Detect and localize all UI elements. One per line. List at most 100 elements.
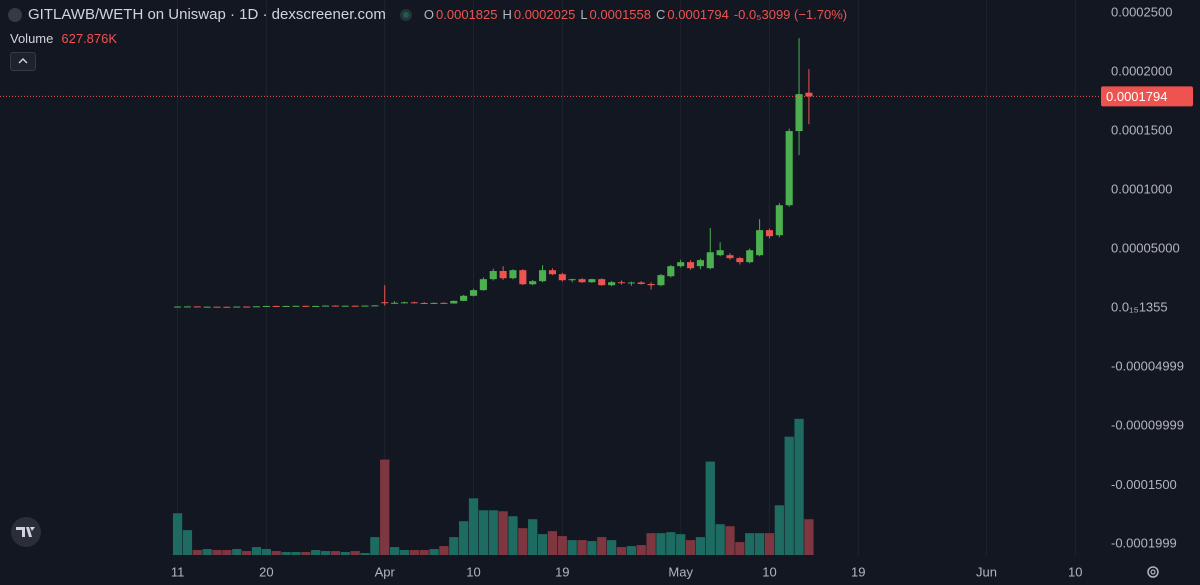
volume-bar: [271, 551, 281, 555]
volume-bar: [370, 537, 380, 555]
candle-body: [667, 266, 675, 277]
volume-bar: [251, 547, 262, 555]
volume-bar: [449, 537, 459, 555]
x-tick-label: Jun: [976, 564, 997, 579]
candle-body: [805, 92, 813, 97]
open-label: O: [423, 7, 435, 22]
volume-bar: [409, 550, 419, 555]
candle-body: [647, 283, 655, 286]
candle-body: [223, 306, 231, 308]
symbol-icon: [8, 7, 22, 22]
volume-bar: [291, 552, 301, 555]
status-dot: [399, 8, 412, 21]
candle-body: [608, 282, 616, 286]
volume-bar: [528, 519, 538, 555]
volume-bar: [784, 436, 794, 555]
y-tick-label: -0.0001500: [1111, 477, 1177, 492]
low-value: 0.0001558: [589, 7, 651, 22]
symbol-title: GITLAWB/WETH on Uniswap · 1D · dexscreen…: [28, 6, 386, 23]
candle-body: [450, 300, 458, 304]
candle-body: [371, 305, 379, 307]
candle-body: [213, 306, 221, 308]
settings-icon[interactable]: [1147, 566, 1159, 578]
volume-bar: [754, 533, 765, 555]
candle-body: [460, 295, 468, 301]
volume-bar: [518, 528, 528, 555]
candle-body: [193, 306, 201, 308]
last-price-tag: [1101, 86, 1193, 107]
volume-bar: [587, 541, 597, 555]
candle-body: [736, 258, 744, 263]
candle-body: [174, 306, 182, 308]
candle-body: [420, 303, 428, 305]
low-label: L: [580, 7, 588, 22]
y-tick-label: 0.0₁₅1355: [1111, 300, 1168, 315]
volume-bar: [261, 549, 271, 555]
volume-bar: [182, 530, 193, 555]
high-value: 0.0002025: [513, 7, 576, 22]
candle-body: [657, 275, 665, 286]
volume-bar: [172, 513, 183, 555]
volume-bar: [685, 540, 696, 555]
volume-bar: [340, 552, 350, 555]
candle-body: [282, 305, 290, 307]
axes: 0.0002500 0.0002000 0.0001500 0.0001000 0.00…: [171, 4, 1193, 579]
change-value: -0.0₅3099 (−1.70%): [733, 7, 848, 22]
x-tick-label: May: [668, 564, 693, 579]
high-label: H: [502, 7, 512, 22]
volume-bar: [804, 519, 814, 555]
candle-body: [272, 305, 280, 307]
volume-bar: [468, 498, 479, 555]
candle-body: [233, 306, 241, 308]
candle-body: [391, 302, 399, 304]
candle-body: [706, 252, 714, 269]
volume-bar: [794, 418, 804, 555]
candle-body: [312, 305, 320, 307]
volume-bar: [360, 553, 370, 555]
open-value: 0.0001825: [436, 7, 498, 22]
volume-bar: [212, 550, 222, 555]
volume-bar: [597, 537, 607, 555]
candle-body: [381, 302, 389, 304]
price-pane: [0, 38, 1100, 308]
candle-body: [252, 306, 261, 308]
candle-body: [469, 290, 478, 296]
candle-body: [400, 302, 409, 304]
volume-bar: [774, 505, 784, 555]
volume-bar: [715, 524, 725, 555]
candle-body: [321, 305, 330, 307]
volume-bar: [646, 533, 656, 555]
volume-bar: [616, 547, 627, 555]
candle-body: [243, 306, 251, 308]
collapse-button[interactable]: [10, 52, 36, 71]
candle-body: [598, 279, 606, 286]
candle-body: [302, 305, 310, 307]
y-tick-label: -0.0001999: [1111, 536, 1177, 551]
candle-body: [637, 282, 645, 284]
volume-bar: [547, 531, 558, 555]
volume-bar: [350, 551, 360, 555]
candle-body: [746, 250, 754, 263]
x-tick-label: 10: [466, 564, 480, 579]
candle-body: [203, 306, 211, 308]
volume-bar: [429, 549, 439, 555]
volume-bar: [320, 551, 331, 555]
close-label: C: [656, 7, 666, 22]
volume-bar: [311, 550, 321, 555]
candle-body: [519, 270, 527, 285]
candle-body: [756, 230, 764, 256]
candle-body: [726, 255, 734, 259]
volume-bar: [636, 545, 646, 555]
candle-body: [341, 305, 349, 307]
volume-bar: [666, 532, 676, 555]
x-tick-label: Apr: [375, 564, 396, 579]
volume-bar: [419, 550, 429, 555]
candle-body: [548, 270, 556, 275]
volume-bar: [567, 540, 577, 555]
volume-title: Volume: [10, 31, 54, 46]
candle-body: [430, 302, 438, 304]
volume-bar: [439, 546, 449, 555]
volume-bar: [399, 550, 410, 555]
candle-body: [716, 250, 724, 256]
